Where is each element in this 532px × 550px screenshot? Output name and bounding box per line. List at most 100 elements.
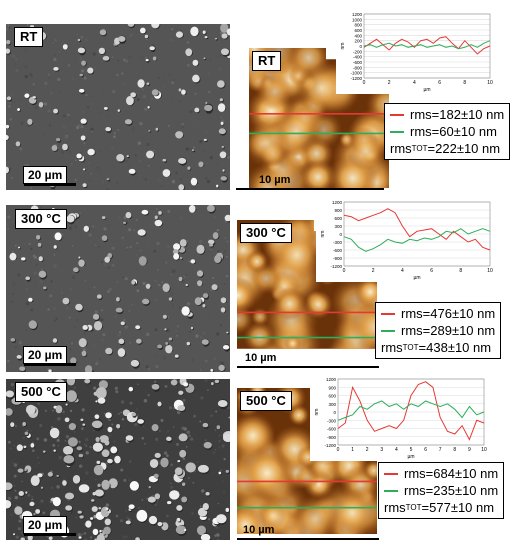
y-tick-label: -600 <box>327 427 337 432</box>
y-axis-label: nm <box>314 409 320 416</box>
y-tick-label: -1200 <box>330 264 342 269</box>
y-tick-label: 0 <box>339 232 342 237</box>
y-tick-label: 1200 <box>352 12 363 17</box>
y-tick-label: -200 <box>353 49 363 54</box>
sem-texture <box>6 24 230 190</box>
y-tick-label: 900 <box>334 208 342 213</box>
x-tick-label: 2 <box>388 80 391 86</box>
height-profile-chart: 120010008006004002000-200-400-600-800-10… <box>336 10 496 94</box>
rms-green-row: rms=60±10 nm <box>390 123 504 140</box>
x-tick-label: 8 <box>459 268 462 274</box>
rms-legend: rms=476±10 nm rms=289±10 nm rms TOT =438±1… <box>375 302 502 359</box>
sem-temperature-label: RT <box>14 27 44 48</box>
y-tick-label: -400 <box>353 55 363 60</box>
afm-scale-arrow <box>237 366 379 368</box>
x-tick-label: 4 <box>395 447 398 453</box>
x-tick-label: 4 <box>413 80 416 86</box>
sem-scale-bar <box>24 183 76 186</box>
x-tick-label: 3 <box>380 447 383 453</box>
y-tick-label: -1200 <box>350 76 362 81</box>
y-tick-label: 1200 <box>332 200 343 205</box>
green-line-swatch <box>381 329 395 332</box>
x-tick-label: 6 <box>438 80 441 86</box>
x-tick-label: 10 <box>487 80 493 86</box>
x-tick-label: 7 <box>439 447 442 453</box>
rms-red-row: rms=182±10 nm <box>390 106 504 123</box>
afm-scale-label: 10 µm <box>259 174 291 186</box>
x-tick-label: 2 <box>366 447 369 453</box>
y-tick-label: -300 <box>327 418 337 423</box>
rms-red-row: rms=684±10 nm <box>384 465 498 482</box>
rms-total-row: rms TOT =438±10 nm <box>381 339 495 356</box>
y-tick-label: 0 <box>333 410 336 415</box>
y-tick-label: 200 <box>354 39 362 44</box>
afm-temperature-label: 300 °C <box>240 223 292 244</box>
x-tick-label: 6 <box>424 447 427 453</box>
rms-red-row: rms=476±10 nm <box>381 305 495 322</box>
x-tick-label: 2 <box>372 268 375 274</box>
y-axis-label: nm <box>320 231 326 238</box>
x-axis-label: µm <box>413 275 420 281</box>
sem-image <box>6 24 230 190</box>
green-profile-line <box>337 400 485 421</box>
y-axis-label: nm <box>340 43 346 50</box>
afm-temperature-label: RT <box>252 51 282 72</box>
green-profile-line <box>363 40 491 50</box>
rms-total-prefix: rms <box>384 500 406 515</box>
y-tick-label: 400 <box>354 33 362 38</box>
y-tick-label: 900 <box>328 385 336 390</box>
afm-temperature-label: 500 °C <box>240 391 292 412</box>
y-tick-label: -1000 <box>350 71 362 76</box>
afm-scale-label: 10 µm <box>243 524 275 536</box>
x-tick-label: 8 <box>463 80 466 86</box>
sem-scale-bar <box>24 363 76 366</box>
afm-scale-arrow <box>236 188 384 190</box>
x-axis-label: µm <box>423 87 430 93</box>
rms-total-sub: TOT <box>411 144 428 153</box>
rms-green-row: rms=289±10 nm <box>381 322 495 339</box>
sem-scale-label: 20 µm <box>23 166 68 184</box>
x-tick-label: 0 <box>337 447 340 453</box>
y-tick-label: 1200 <box>326 377 337 382</box>
x-tick-label: 9 <box>468 447 471 453</box>
rms-red-value: rms=476±10 nm <box>401 306 496 321</box>
x-tick-label: 5 <box>410 447 413 453</box>
y-tick-label: 800 <box>354 23 362 28</box>
rms-total-value: =438±10 nm <box>418 340 492 355</box>
y-tick-label: 0 <box>359 44 362 49</box>
sem-image <box>6 205 230 372</box>
red-line-swatch <box>381 312 395 315</box>
x-tick-label: 0 <box>363 80 366 86</box>
sem-scale-label: 20 µm <box>23 516 68 534</box>
rms-red-value: rms=684±10 nm <box>404 466 499 481</box>
y-tick-label: 300 <box>328 402 336 407</box>
x-tick-label: 0 <box>343 268 346 274</box>
afm-image <box>237 388 377 534</box>
x-axis-label: µm <box>407 454 414 460</box>
red-line-swatch <box>384 472 398 475</box>
rms-green-value: rms=235±10 nm <box>404 483 499 498</box>
y-tick-label: 600 <box>354 28 362 33</box>
rms-legend: rms=684±10 nm rms=235±10 nm rms TOT =577±1… <box>378 462 505 519</box>
y-tick-label: 600 <box>334 216 342 221</box>
panel-rt: RT 20 µm RT rms=182±10 nm rms=60±10 nm r… <box>0 0 532 195</box>
y-tick-label: -900 <box>333 256 343 261</box>
panel-500c: 500 °C 20 µm 500 °C rms=684±10 nm rms=23… <box>0 375 532 550</box>
x-tick-label: 8 <box>453 447 456 453</box>
afm-scale-arrow <box>237 538 379 540</box>
sem-temperature-label: 500 °C <box>15 382 67 403</box>
sem-image <box>6 379 230 540</box>
rms-total-sub: TOT <box>402 343 419 352</box>
rms-total-prefix: rms <box>381 340 403 355</box>
red-profile-line <box>343 208 491 251</box>
sem-texture <box>6 205 230 372</box>
rms-total-prefix: rms <box>390 141 412 156</box>
sem-texture <box>6 379 230 540</box>
rms-green-value: rms=60±10 nm <box>410 124 497 139</box>
y-tick-label: -600 <box>333 248 343 253</box>
rms-red-value: rms=182±10 nm <box>410 107 505 122</box>
green-line-swatch <box>384 489 398 492</box>
x-tick-label: 1 <box>351 447 354 453</box>
y-tick-label: 1000 <box>352 17 363 22</box>
